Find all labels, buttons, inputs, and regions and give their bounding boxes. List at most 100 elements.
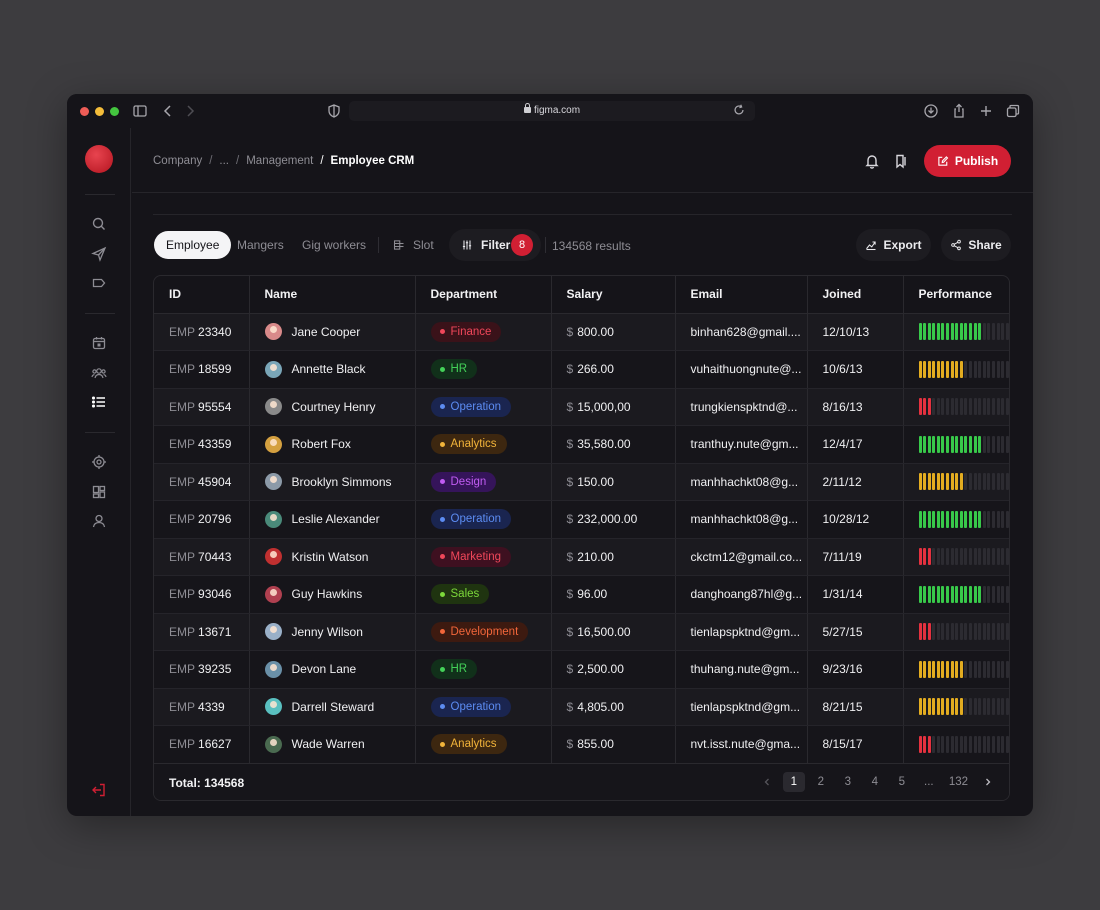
cell-name[interactable]: Robert Fox (249, 425, 416, 464)
cell-name[interactable]: Darrell Steward (249, 688, 416, 726)
prev-page-icon[interactable] (756, 772, 778, 792)
breadcrumb-company[interactable]: Company (153, 155, 203, 167)
cell-email[interactable]: nvt.isst.nute@gma... (675, 725, 808, 764)
table-row[interactable]: EMP 18599 Annette Black HR $266.00 vuhaithuon… (154, 350, 1009, 389)
new-tab-icon[interactable] (978, 103, 994, 119)
cell-email[interactable]: tienlapspktnd@gm... (675, 688, 808, 726)
salary-value: 800.00 (577, 324, 614, 339)
column-header-performance[interactable]: Performance (903, 276, 1009, 314)
target-icon[interactable] (91, 454, 107, 470)
minimize-window-button[interactable] (95, 107, 104, 116)
send-icon[interactable] (91, 246, 107, 262)
breadcrumb-management[interactable]: Management (246, 155, 314, 167)
sidebar (67, 128, 131, 816)
page-button[interactable]: 1 (782, 772, 805, 792)
address-bar[interactable]: figma.com (349, 101, 755, 121)
performance-bar-segment (1005, 435, 1009, 453)
tab-overview-icon[interactable] (1005, 103, 1021, 119)
column-header-name[interactable]: Name (249, 276, 416, 314)
publish-button[interactable]: Publish (924, 145, 1011, 177)
cell-email[interactable]: trungkienspktnd@... (675, 388, 808, 426)
maximize-window-button[interactable] (110, 107, 119, 116)
table-row[interactable]: EMP 13671 Jenny Wilson Development $16,500.0… (154, 613, 1009, 651)
table-row[interactable]: EMP 43359 Robert Fox Analytics $35,580.00 tra… (154, 425, 1009, 464)
currency-symbol: $ (566, 549, 574, 564)
cell-name[interactable]: Kristin Watson (249, 538, 416, 576)
cell-name[interactable]: Devon Lane (249, 650, 416, 689)
bell-icon[interactable] (864, 153, 880, 169)
cell-email[interactable]: thuhang.nute@gm... (675, 650, 808, 689)
share-button[interactable]: Share (941, 229, 1011, 261)
reload-icon[interactable] (732, 103, 746, 117)
tab-gig-workers[interactable]: Gig workers (302, 238, 367, 252)
page-button[interactable]: 5 (898, 776, 906, 788)
search-icon[interactable] (91, 216, 107, 232)
page-button[interactable]: 3 (844, 776, 852, 788)
user-icon[interactable] (91, 513, 107, 529)
currency-symbol: $ (566, 324, 574, 339)
breadcrumb-ellipsis[interactable]: ... (219, 155, 230, 167)
browser-toolbar: figma.com (67, 94, 1033, 128)
table-row[interactable]: EMP 39235 Devon Lane HR $2,500.00 thuhang.nut… (154, 650, 1009, 689)
table-row[interactable]: EMP 70443 Kristin Watson Marketing $210.00 ck… (154, 538, 1009, 576)
tab-managers[interactable]: Mangers (237, 238, 284, 252)
cell-name[interactable]: Annette Black (249, 350, 416, 389)
next-page-icon[interactable] (977, 772, 999, 792)
download-icon[interactable] (923, 103, 939, 119)
bookmarks-icon[interactable] (893, 153, 909, 169)
employee-name: Devon Lane (291, 662, 357, 677)
cell-email[interactable]: vuhaithuongnute@... (675, 350, 808, 389)
table-row[interactable]: EMP 45904 Brooklyn Simmons Design $150.00 man… (154, 463, 1009, 501)
cell-email[interactable]: manhhachkt08@g... (675, 463, 808, 501)
logout-icon[interactable] (91, 782, 107, 798)
tag-icon[interactable] (91, 275, 107, 291)
calendar-icon[interactable] (91, 335, 107, 351)
cell-joined: 1/31/14 (807, 575, 904, 614)
users-icon[interactable] (91, 365, 107, 381)
cell-name[interactable]: Jenny Wilson (249, 613, 416, 651)
cell-name[interactable]: Brooklyn Simmons (249, 463, 416, 501)
slot-button[interactable]: Slot (393, 231, 434, 259)
list-icon[interactable] (91, 394, 107, 410)
export-button[interactable]: Export (856, 229, 931, 261)
cell-name[interactable]: Jane Cooper (249, 313, 416, 351)
cell-email[interactable]: manhhachkt08@g... (675, 500, 808, 539)
forward-icon[interactable] (182, 103, 198, 119)
column-header-joined[interactable]: Joined (807, 276, 904, 314)
table-row[interactable]: EMP 93046 Guy Hawkins Sales $96.00 danghoang8… (154, 575, 1009, 614)
page-button[interactable]: 132 (948, 776, 968, 788)
back-icon[interactable] (160, 103, 176, 119)
table-row[interactable]: EMP 23340 Jane Cooper Finance $800.00 binhan6… (154, 313, 1009, 351)
cell-email[interactable]: tienlapspktnd@gm... (675, 613, 808, 651)
cell-email[interactable]: tranthuy.nute@gm... (675, 425, 808, 464)
cell-email[interactable]: danghoang87hl@g... (675, 575, 808, 614)
board-icon[interactable] (91, 484, 107, 500)
table-row[interactable]: EMP 4339 Darrell Steward Operation $4,805.00… (154, 688, 1009, 726)
cell-name[interactable]: Wade Warren (249, 725, 416, 764)
cell-email[interactable]: binhan628@gmail.... (675, 313, 808, 351)
table-row[interactable]: EMP 95554 Courtney Henry Operation $15,000,0… (154, 388, 1009, 426)
filter-button[interactable]: Filter 8 (449, 229, 541, 261)
page-button[interactable]: 4 (871, 776, 879, 788)
employee-id: 13671 (198, 624, 232, 639)
column-header-department[interactable]: Department (415, 276, 552, 314)
tab-employee[interactable]: Employee (154, 231, 232, 259)
cell-email[interactable]: ckctm12@gmail.co... (675, 538, 808, 576)
department-dot (439, 516, 445, 522)
column-header-salary[interactable]: Salary (551, 276, 676, 314)
app-logo[interactable] (85, 145, 113, 173)
cell-name[interactable]: Guy Hawkins (249, 575, 416, 614)
table-row[interactable]: EMP 16627 Wade Warren Analytics $855.00 nvt.i… (154, 725, 1009, 764)
table-row[interactable]: EMP 20796 Leslie Alexander Operation $232,00… (154, 500, 1009, 539)
sidebar-toggle-icon[interactable] (132, 103, 148, 119)
cell-name[interactable]: Courtney Henry (249, 388, 416, 426)
cell-joined: 12/4/17 (807, 425, 904, 464)
privacy-shield-icon[interactable] (326, 103, 342, 119)
close-window-button[interactable] (80, 107, 89, 116)
performance-bar-segment (973, 548, 977, 566)
column-header-id[interactable]: ID (154, 276, 250, 314)
cell-name[interactable]: Leslie Alexander (249, 500, 416, 539)
page-button[interactable]: 2 (817, 776, 825, 788)
column-header-email[interactable]: Email (675, 276, 808, 314)
share-sheet-icon[interactable] (951, 103, 967, 119)
